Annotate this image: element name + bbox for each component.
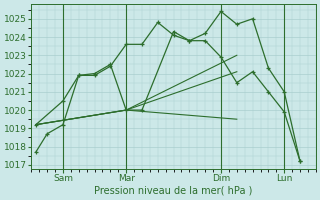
X-axis label: Pression niveau de la mer( hPa ): Pression niveau de la mer( hPa ) — [94, 186, 253, 196]
